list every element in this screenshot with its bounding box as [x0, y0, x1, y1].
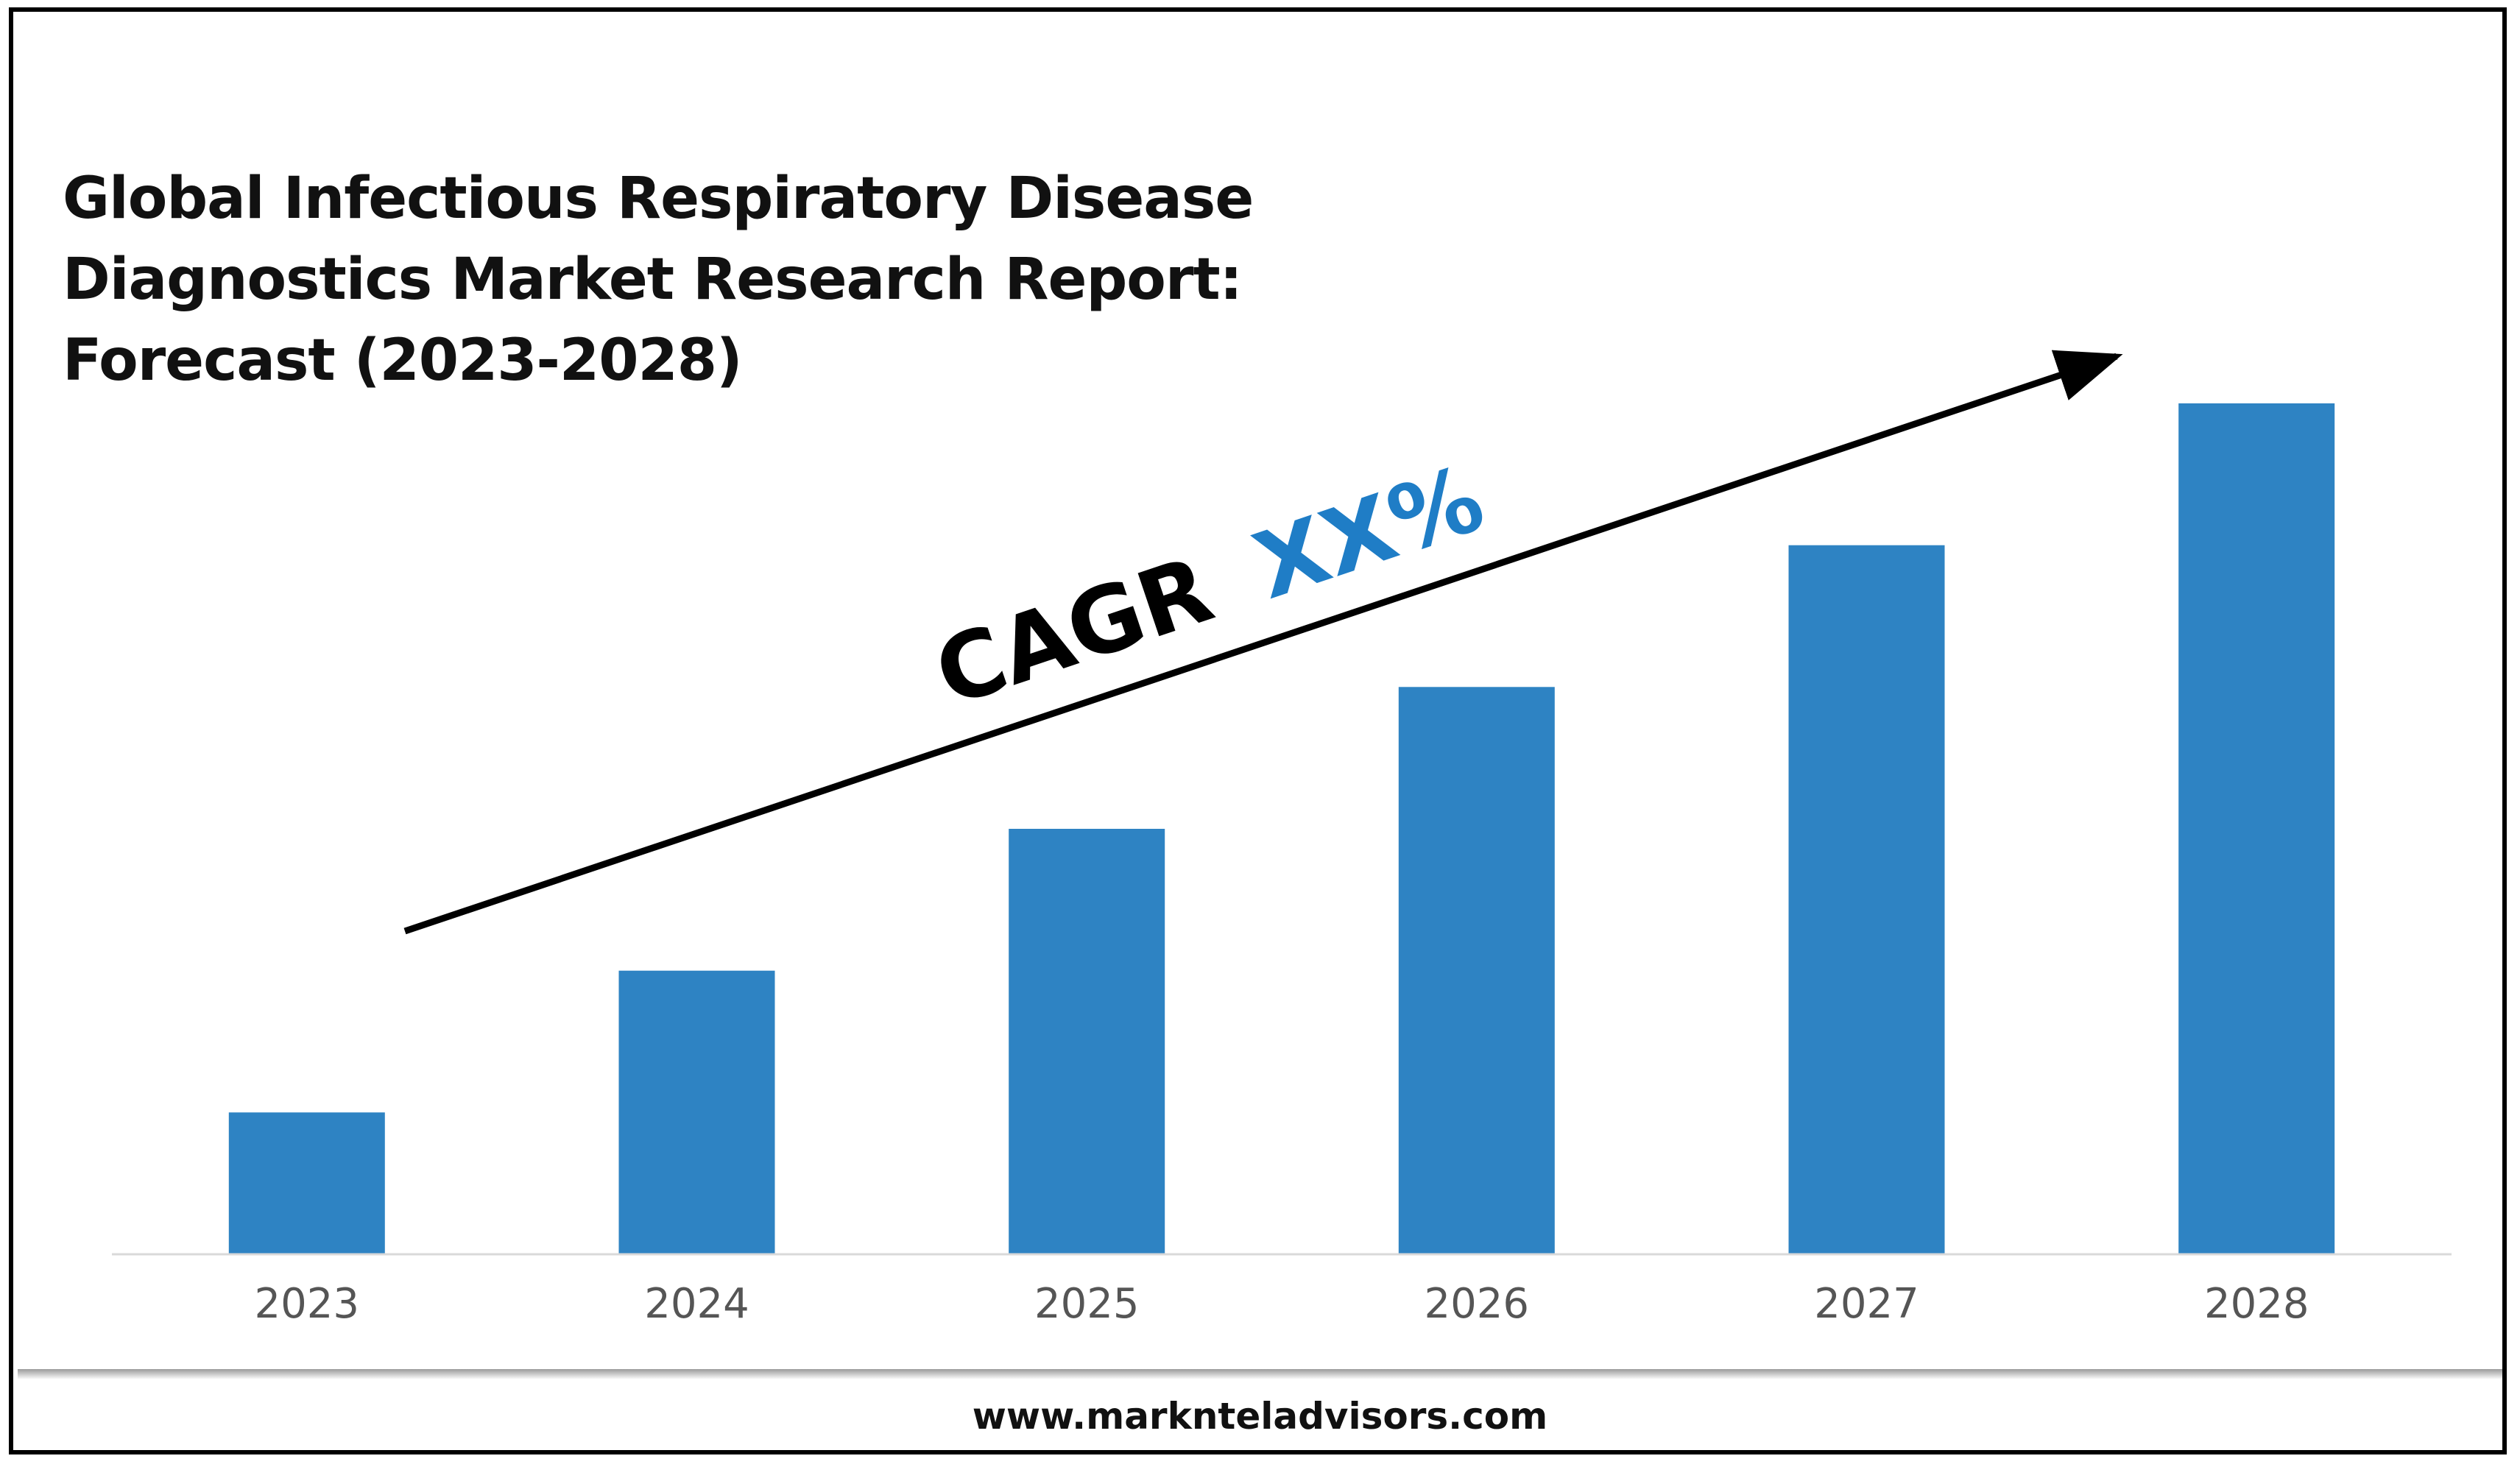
x-tick-label-2023: 2023 — [255, 1280, 360, 1328]
bar-2027 — [1788, 545, 1945, 1254]
cagr-prefix-text: CAGR — [923, 537, 1225, 727]
chart-title-line-3: Forecast (2023-2028) — [63, 328, 743, 394]
cagr-annotation: CAGR XX% — [923, 445, 1496, 727]
x-tick-label-2028: 2028 — [2204, 1280, 2309, 1328]
x-tick-label-2026: 2026 — [1425, 1280, 1530, 1328]
x-tick-label-2027: 2027 — [1814, 1280, 1919, 1328]
cagr-value-text: XX% — [1242, 445, 1496, 620]
bar-2026 — [1398, 687, 1555, 1254]
x-tick-label-2024: 2024 — [644, 1280, 749, 1328]
chart-title: Global Infectious Respiratory Disease Di… — [63, 158, 1388, 401]
bar-2023 — [228, 1112, 385, 1254]
chart-title-line-2: Diagnostics Market Research Report: — [63, 247, 1243, 313]
chart-title-line-1: Global Infectious Respiratory Disease — [63, 166, 1254, 232]
bar-2024 — [618, 970, 775, 1254]
bar-2028 — [2178, 403, 2335, 1254]
chart-frame — [9, 7, 2507, 1454]
bars-group — [228, 403, 2335, 1254]
x-tick-label-2025: 2025 — [1034, 1280, 1140, 1328]
x-tick-labels: 2023 2024 2025 2026 2027 2028 — [255, 1280, 2309, 1328]
trend-arrow — [403, 350, 2123, 935]
footer-divider — [18, 1369, 2502, 1379]
footer-url: www.marknteladvisors.com — [972, 1395, 1548, 1438]
bar-2025 — [1009, 829, 1165, 1254]
